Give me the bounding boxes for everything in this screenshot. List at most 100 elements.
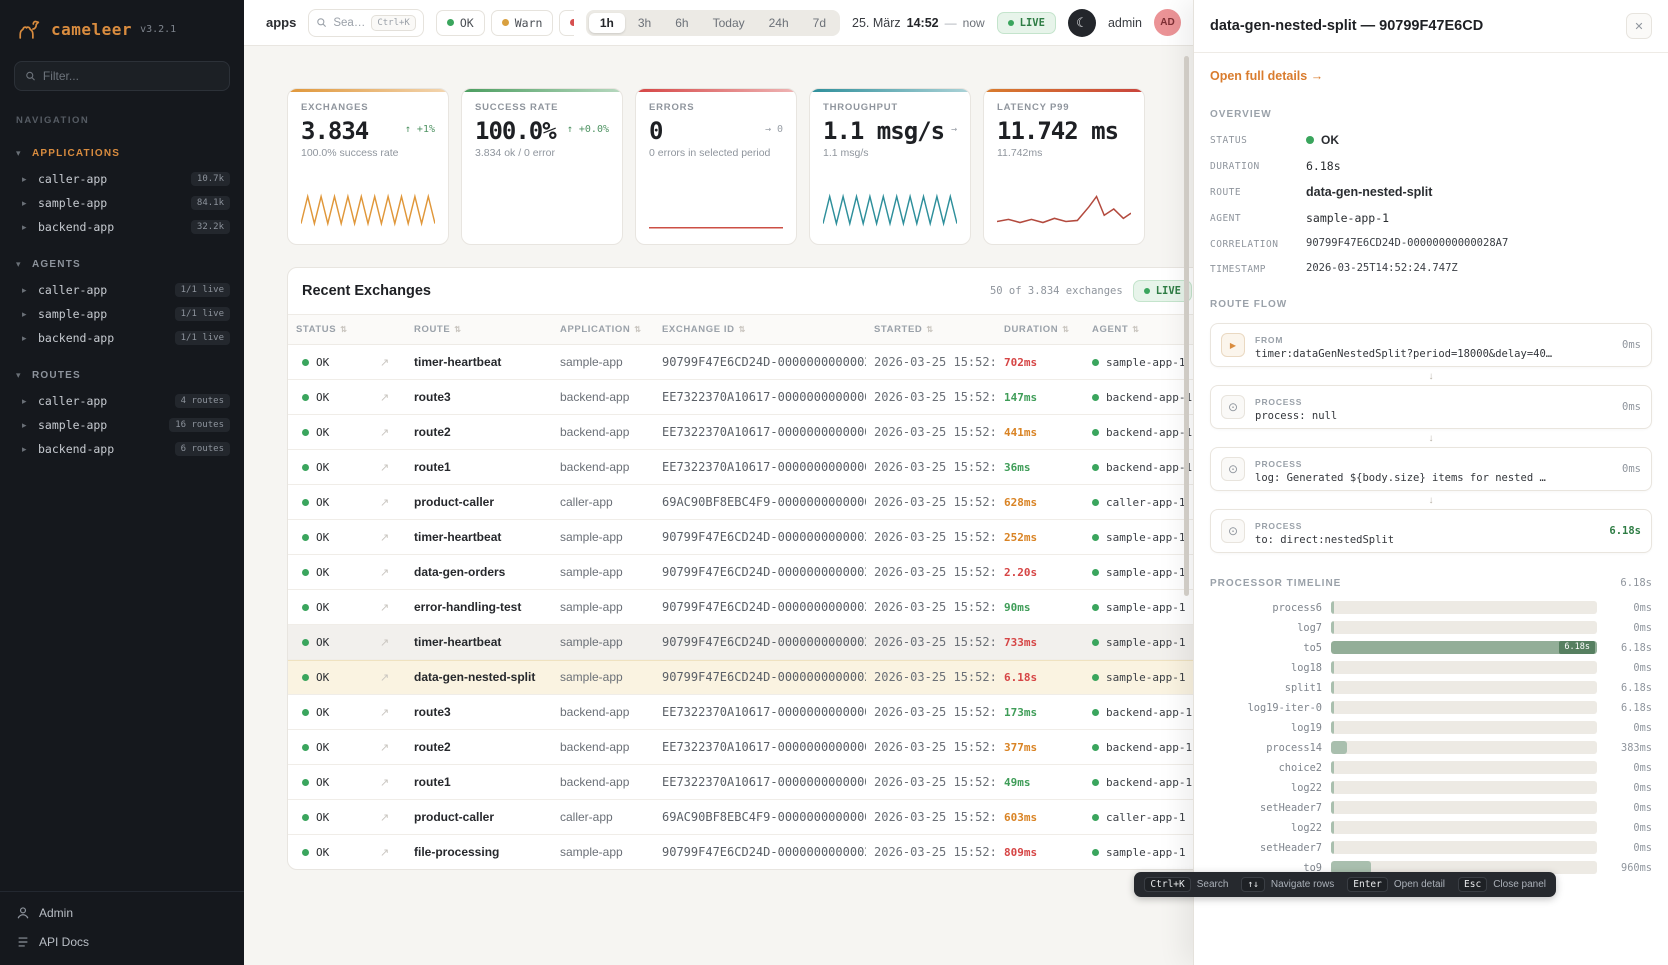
agent-live-dot: [1092, 603, 1099, 611]
row-application: backend-app: [552, 729, 654, 765]
exchange-detail-panel: data-gen-nested-split — 90799F47E6CD ✕ O…: [1193, 0, 1668, 965]
column-header[interactable]: APPLICATION: [552, 315, 654, 345]
sidebar-item-label: backend-app: [38, 331, 115, 345]
sidebar-filter[interactable]: [14, 61, 230, 91]
time-range-button[interactable]: 3h: [627, 13, 662, 33]
step-duration: 0ms: [1622, 463, 1641, 475]
processor-duration: 0ms: [1633, 761, 1652, 774]
page-label[interactable]: apps: [266, 15, 297, 30]
open-exchange-icon[interactable]: ↗: [380, 532, 390, 544]
vertical-scrollbar[interactable]: [1184, 56, 1189, 596]
route-flow-step[interactable]: FROM timer:dataGenNestedSplit?period=180…: [1210, 323, 1652, 367]
stat-trend: → 0: [764, 124, 783, 135]
column-header[interactable]: STATUS: [288, 315, 372, 345]
table-row[interactable]: OK ↗ file-processing sample-app 90799F47…: [288, 834, 1206, 869]
open-exchange-icon[interactable]: ↗: [380, 357, 390, 369]
column-header[interactable]: ROUTE: [406, 315, 552, 345]
open-exchange-icon[interactable]: ↗: [380, 497, 390, 509]
field-value: OK: [1306, 133, 1652, 147]
table-row[interactable]: OK ↗ route1 backend-app EE7322370A10617-…: [288, 449, 1206, 485]
table-row[interactable]: OK ↗ route2 backend-app EE7322370A10617-…: [288, 414, 1206, 450]
stat-title: THROUGHPUT: [823, 102, 899, 113]
status-filter-chip[interactable]: Error: [559, 9, 574, 36]
admin-link[interactable]: Admin: [16, 906, 228, 920]
open-exchange-icon[interactable]: ↗: [380, 707, 390, 719]
open-exchange-icon[interactable]: ↗: [380, 567, 390, 579]
nav-heading: NAVIGATION: [16, 115, 90, 126]
close-panel-button[interactable]: ✕: [1626, 13, 1652, 39]
column-header[interactable]: STARTED: [866, 315, 996, 345]
table-row[interactable]: OK ↗ timer-heartbeat sample-app 90799F47…: [288, 624, 1206, 660]
sidebar-item-application[interactable]: ▸ caller-app 10.7k: [0, 167, 244, 191]
open-exchange-icon[interactable]: ↗: [380, 392, 390, 404]
time-range-button[interactable]: Today: [702, 13, 756, 33]
sidebar-item-agent[interactable]: ▸ caller-app 1/1 live: [0, 278, 244, 302]
open-exchange-icon[interactable]: ↗: [380, 602, 390, 614]
global-search[interactable]: Search Ctrl+K: [308, 8, 424, 37]
table-row[interactable]: OK ↗ data-gen-nested-split sample-app 90…: [288, 659, 1206, 695]
open-exchange-icon[interactable]: ↗: [380, 672, 390, 684]
table-row[interactable]: OK ↗ route3 backend-app EE7322370A10617-…: [288, 379, 1206, 415]
table-row[interactable]: OK ↗ product-caller caller-app 69AC90BF8…: [288, 484, 1206, 520]
open-exchange-icon[interactable]: ↗: [380, 847, 390, 859]
open-exchange-icon[interactable]: ↗: [380, 777, 390, 789]
live-label: LIVE: [1019, 16, 1045, 29]
processor-timeline: process6 0ms log7 0ms to5: [1210, 601, 1652, 874]
sidebar-filter-input[interactable]: [42, 69, 219, 83]
sidebar-item-route[interactable]: ▸ sample-app 16 routes: [0, 413, 244, 437]
status-filter-chip[interactable]: OK: [435, 9, 485, 36]
table-row[interactable]: OK ↗ timer-heartbeat sample-app 90799F47…: [288, 519, 1206, 555]
section-header-applications[interactable]: ▾ APPLICATIONS: [0, 142, 244, 165]
time-range-button[interactable]: 24h: [758, 13, 800, 33]
stat-subtitle: 0 errors in selected period: [649, 147, 771, 160]
open-exchange-icon[interactable]: ↗: [380, 462, 390, 474]
sidebar-item-agent[interactable]: ▸ backend-app 1/1 live: [0, 326, 244, 350]
section-header-agents[interactable]: ▾ AGENTS: [0, 253, 244, 276]
processor-name: log19: [1291, 721, 1322, 734]
table-row[interactable]: OK ↗ data-gen-orders sample-app 90799F47…: [288, 554, 1206, 590]
keyboard-hint: Ctrl+K Search: [1144, 877, 1228, 892]
column-header[interactable]: EXCHANGE ID: [654, 315, 866, 345]
table-row[interactable]: OK ↗ route1 backend-app EE7322370A10617-…: [288, 764, 1206, 800]
user-avatar[interactable]: AD: [1154, 9, 1181, 36]
time-range-button[interactable]: 7d: [802, 13, 837, 33]
keyboard-hint-bar: Ctrl+K Search ↑↓ Navigate rows Enter Ope…: [1134, 872, 1556, 897]
dark-mode-toggle[interactable]: ☾: [1067, 8, 1096, 37]
open-exchange-icon[interactable]: ↗: [380, 742, 390, 754]
section-header-routes[interactable]: ▾ ROUTES: [0, 364, 244, 387]
row-exchange-id: 90799F47E6CD24D-00000000000028A7: [654, 659, 866, 695]
column-header[interactable]: DURATION: [996, 315, 1084, 345]
date-range[interactable]: 25. März 14:52 — now: [852, 16, 985, 30]
time-range-button[interactable]: 6h: [664, 13, 699, 33]
sidebar-item-label: backend-app: [38, 442, 115, 456]
sidebar-item-route[interactable]: ▸ backend-app 6 routes: [0, 437, 244, 461]
route-flow-step[interactable]: PROCESS to: direct:nestedSplit 6.18s: [1210, 509, 1652, 553]
sidebar-item-label: caller-app: [38, 172, 108, 186]
sidebar-item-agent[interactable]: ▸ sample-app 1/1 live: [0, 302, 244, 326]
timeline-bar: [1331, 741, 1347, 754]
table-row[interactable]: OK ↗ timer-heartbeat sample-app 90799F47…: [288, 344, 1206, 380]
table-row[interactable]: OK ↗ route3 backend-app EE7322370A10617-…: [288, 694, 1206, 730]
api-docs-link[interactable]: API Docs: [16, 935, 228, 949]
sidebar-item-route[interactable]: ▸ caller-app 4 routes: [0, 389, 244, 413]
sidebar-item-application[interactable]: ▸ backend-app 32.2k: [0, 215, 244, 239]
live-indicator[interactable]: LIVE: [996, 11, 1056, 34]
status-filter-chip[interactable]: Warn: [490, 9, 554, 36]
time-range-button[interactable]: 1h: [588, 12, 625, 33]
sidebar-item-label: caller-app: [38, 394, 108, 408]
route-flow-step[interactable]: PROCESS log: Generated ${body.size} item…: [1210, 447, 1652, 491]
column-header[interactable]: [372, 315, 406, 345]
sidebar-item-application[interactable]: ▸ sample-app 84.1k: [0, 191, 244, 215]
table-row[interactable]: OK ↗ route2 backend-app EE7322370A10617-…: [288, 729, 1206, 765]
table-row[interactable]: OK ↗ product-caller caller-app 69AC90BF8…: [288, 799, 1206, 835]
open-full-details-link[interactable]: Open full details →: [1210, 69, 1324, 83]
open-exchange-icon[interactable]: ↗: [380, 427, 390, 439]
open-exchange-icon[interactable]: ↗: [380, 812, 390, 824]
chevron-right-icon: ▸: [22, 284, 27, 295]
table-row[interactable]: OK ↗ error-handling-test sample-app 9079…: [288, 589, 1206, 625]
open-exchange-icon[interactable]: ↗: [380, 637, 390, 649]
exchanges-table: STATUS ROUTEAPPLICATIONEXCHANGE IDSTARTED…: [288, 315, 1206, 869]
overview-field: STATUS OK: [1210, 133, 1652, 147]
row-exchange-id: 90799F47E6CD24D-00000000000028A6: [654, 834, 866, 869]
route-flow-step[interactable]: PROCESS process: null 0ms: [1210, 385, 1652, 429]
